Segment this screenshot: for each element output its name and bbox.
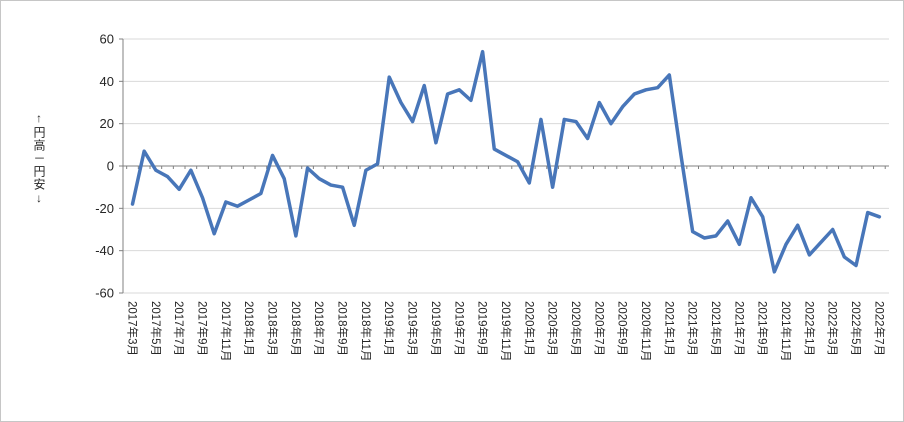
x-tick-label: 2021年5月 [709, 301, 723, 356]
x-tick-label: 2022年7月 [872, 301, 886, 356]
y-tick-label: -40 [95, 243, 114, 258]
x-tick-label: 2019年1月 [382, 301, 396, 356]
y-axis-title: ↑円高－円安↓ [32, 111, 46, 206]
x-tick-label: 2017年11月 [219, 301, 233, 362]
y-tick-label: 40 [100, 74, 114, 89]
y-tick-label: -20 [95, 201, 114, 216]
y-tick-label: 60 [100, 32, 114, 47]
x-tick-label: 2021年3月 [686, 301, 700, 356]
x-tick-label: 2022年5月 [849, 301, 863, 356]
x-tick-label: 2018年11月 [359, 301, 373, 362]
x-tick-label: 2018年3月 [266, 301, 280, 356]
x-tick-label: 2022年1月 [802, 301, 816, 356]
x-tick-label: 2017年7月 [172, 301, 186, 356]
x-tick-label: 2020年3月 [546, 301, 560, 356]
x-tick-label: 2019年7月 [452, 301, 466, 356]
x-tick-label: 2019年11月 [499, 301, 513, 362]
x-tick-label: 2021年11月 [779, 301, 793, 362]
series-line [130, 49, 882, 274]
x-tick-label: 2022年3月 [826, 301, 840, 356]
y-tick-label: -60 [95, 286, 114, 301]
x-tick-label: 2018年7月 [312, 301, 326, 356]
x-tick-label: 2017年3月 [126, 301, 140, 356]
x-tick-label: 2020年1月 [522, 301, 536, 356]
x-tick-label: 2021年7月 [732, 301, 746, 356]
x-tick-label: 2021年9月 [756, 301, 770, 356]
x-tick-label: 2021年1月 [662, 301, 676, 356]
x-tick-label: 2020年7月 [592, 301, 606, 356]
x-tick-label: 2018年9月 [336, 301, 350, 356]
x-tick-label: 2020年5月 [569, 301, 583, 356]
x-tick-label: 2020年11月 [639, 301, 653, 362]
x-tick-label: 2018年5月 [289, 301, 303, 356]
x-tick-label: 2019年3月 [406, 301, 420, 356]
x-tick-label: 2017年5月 [149, 301, 163, 356]
x-tick-label: 2019年5月 [429, 301, 443, 356]
x-tick-label: 2018年1月 [242, 301, 256, 356]
y-tick-label: 0 [107, 159, 114, 174]
y-tick-label: 20 [100, 116, 114, 131]
x-tick-label: 2020年9月 [616, 301, 630, 356]
x-tick-label: 2019年9月 [476, 301, 490, 356]
x-tick-label: 2017年9月 [196, 301, 210, 356]
